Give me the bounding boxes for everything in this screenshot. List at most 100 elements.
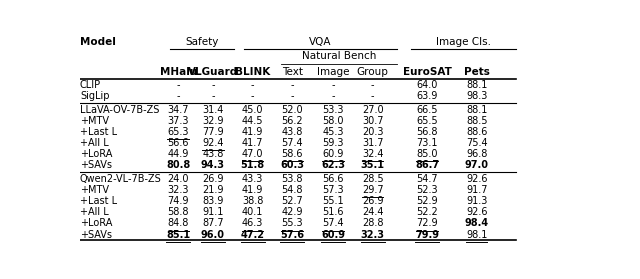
Text: 46.3: 46.3 xyxy=(242,218,263,229)
Text: Qwen2-VL-7B-ZS: Qwen2-VL-7B-ZS xyxy=(80,174,162,184)
Text: 47.2: 47.2 xyxy=(241,230,264,240)
Text: 57.3: 57.3 xyxy=(322,185,344,195)
Text: 98.1: 98.1 xyxy=(466,230,488,240)
Text: 96.0: 96.0 xyxy=(201,230,225,240)
Text: 88.6: 88.6 xyxy=(466,127,488,137)
Text: 57.4: 57.4 xyxy=(322,218,344,229)
Text: 52.7: 52.7 xyxy=(282,196,303,206)
Text: 65.3: 65.3 xyxy=(168,127,189,137)
Text: +Last L: +Last L xyxy=(80,196,117,206)
Text: -: - xyxy=(211,91,214,101)
Text: SigLip: SigLip xyxy=(80,91,109,101)
Text: 63.9: 63.9 xyxy=(417,91,438,101)
Text: 24.4: 24.4 xyxy=(362,207,383,217)
Text: 56.2: 56.2 xyxy=(282,116,303,126)
Text: 87.7: 87.7 xyxy=(202,218,224,229)
Text: Safety: Safety xyxy=(186,37,219,47)
Text: 60.9: 60.9 xyxy=(323,149,344,159)
Text: 43.8: 43.8 xyxy=(202,149,223,159)
Text: 28.5: 28.5 xyxy=(362,174,383,184)
Text: 56.6: 56.6 xyxy=(322,174,344,184)
Text: 58.6: 58.6 xyxy=(282,149,303,159)
Text: 45.3: 45.3 xyxy=(322,127,344,137)
Text: 56.6: 56.6 xyxy=(168,138,189,148)
Text: 91.3: 91.3 xyxy=(466,196,488,206)
Text: Text: Text xyxy=(282,66,303,76)
Text: 54.7: 54.7 xyxy=(417,174,438,184)
Text: 47.0: 47.0 xyxy=(242,149,263,159)
Text: CLIP: CLIP xyxy=(80,80,101,90)
Text: 75.4: 75.4 xyxy=(466,138,488,148)
Text: 53.8: 53.8 xyxy=(282,174,303,184)
Text: 40.1: 40.1 xyxy=(242,207,263,217)
Text: 96.8: 96.8 xyxy=(466,149,488,159)
Text: MHalu: MHalu xyxy=(159,66,197,76)
Text: 28.8: 28.8 xyxy=(362,218,383,229)
Text: 55.3: 55.3 xyxy=(282,218,303,229)
Text: 32.4: 32.4 xyxy=(362,149,383,159)
Text: 98.3: 98.3 xyxy=(466,91,488,101)
Text: 84.8: 84.8 xyxy=(168,218,189,229)
Text: 31.7: 31.7 xyxy=(362,138,383,148)
Text: 44.5: 44.5 xyxy=(242,116,263,126)
Text: 66.5: 66.5 xyxy=(417,105,438,115)
Text: 55.1: 55.1 xyxy=(322,196,344,206)
Text: 60.9: 60.9 xyxy=(321,230,345,240)
Text: 58.6: 58.6 xyxy=(282,149,303,159)
Text: +MTV: +MTV xyxy=(80,185,109,195)
Text: Model: Model xyxy=(80,37,116,47)
Text: 57.6: 57.6 xyxy=(280,230,304,240)
Text: 65.3: 65.3 xyxy=(168,127,189,137)
Text: 27.0: 27.0 xyxy=(362,105,383,115)
Text: 74.9: 74.9 xyxy=(168,196,189,206)
Text: 51.8: 51.8 xyxy=(241,160,265,170)
Text: 79.9: 79.9 xyxy=(415,230,439,240)
Text: 98.1: 98.1 xyxy=(466,230,488,240)
Text: 92.6: 92.6 xyxy=(466,207,488,217)
Text: 83.9: 83.9 xyxy=(202,196,223,206)
Text: 21.9: 21.9 xyxy=(202,185,223,195)
Text: 62.3: 62.3 xyxy=(321,160,345,170)
Text: 96.0: 96.0 xyxy=(201,230,225,240)
Text: 60.9: 60.9 xyxy=(323,149,344,159)
Text: +Last L: +Last L xyxy=(80,127,117,137)
Text: 43.8: 43.8 xyxy=(282,127,303,137)
Text: 26.9: 26.9 xyxy=(202,174,223,184)
Text: 60.3: 60.3 xyxy=(280,160,304,170)
Text: 65.5: 65.5 xyxy=(417,116,438,126)
Text: 51.6: 51.6 xyxy=(322,207,344,217)
Text: 29.7: 29.7 xyxy=(362,185,383,195)
Text: 46.3: 46.3 xyxy=(242,218,263,229)
Text: 31.4: 31.4 xyxy=(202,105,223,115)
Text: -: - xyxy=(291,80,294,90)
Text: 64.0: 64.0 xyxy=(417,80,438,90)
Text: -: - xyxy=(332,80,335,90)
Text: -: - xyxy=(177,91,180,101)
Text: +SAVs: +SAVs xyxy=(80,230,112,240)
Text: 34.7: 34.7 xyxy=(168,105,189,115)
Text: 97.0: 97.0 xyxy=(465,160,489,170)
Text: +SAVs: +SAVs xyxy=(80,160,112,170)
Text: 32.9: 32.9 xyxy=(202,116,223,126)
Text: 88.1: 88.1 xyxy=(466,105,488,115)
Text: 72.9: 72.9 xyxy=(417,218,438,229)
Text: 57.4: 57.4 xyxy=(322,218,344,229)
Text: Pets: Pets xyxy=(464,66,490,76)
Text: 73.1: 73.1 xyxy=(417,138,438,148)
Text: 47.2: 47.2 xyxy=(241,230,264,240)
Text: 85.0: 85.0 xyxy=(417,149,438,159)
Text: 94.3: 94.3 xyxy=(201,160,225,170)
Text: +LoRA: +LoRA xyxy=(80,149,113,159)
Text: +All L: +All L xyxy=(80,138,109,148)
Text: 41.9: 41.9 xyxy=(242,127,263,137)
Text: 92.6: 92.6 xyxy=(466,174,488,184)
Text: 92.4: 92.4 xyxy=(202,138,223,148)
Text: -: - xyxy=(177,80,180,90)
Text: 32.3: 32.3 xyxy=(361,230,385,240)
Text: 57.6: 57.6 xyxy=(280,230,304,240)
Text: 85.1: 85.1 xyxy=(166,230,190,240)
Text: 55.3: 55.3 xyxy=(282,218,303,229)
Text: VQA: VQA xyxy=(309,37,332,47)
Text: 77.9: 77.9 xyxy=(202,127,224,137)
Text: 32.3: 32.3 xyxy=(361,230,385,240)
